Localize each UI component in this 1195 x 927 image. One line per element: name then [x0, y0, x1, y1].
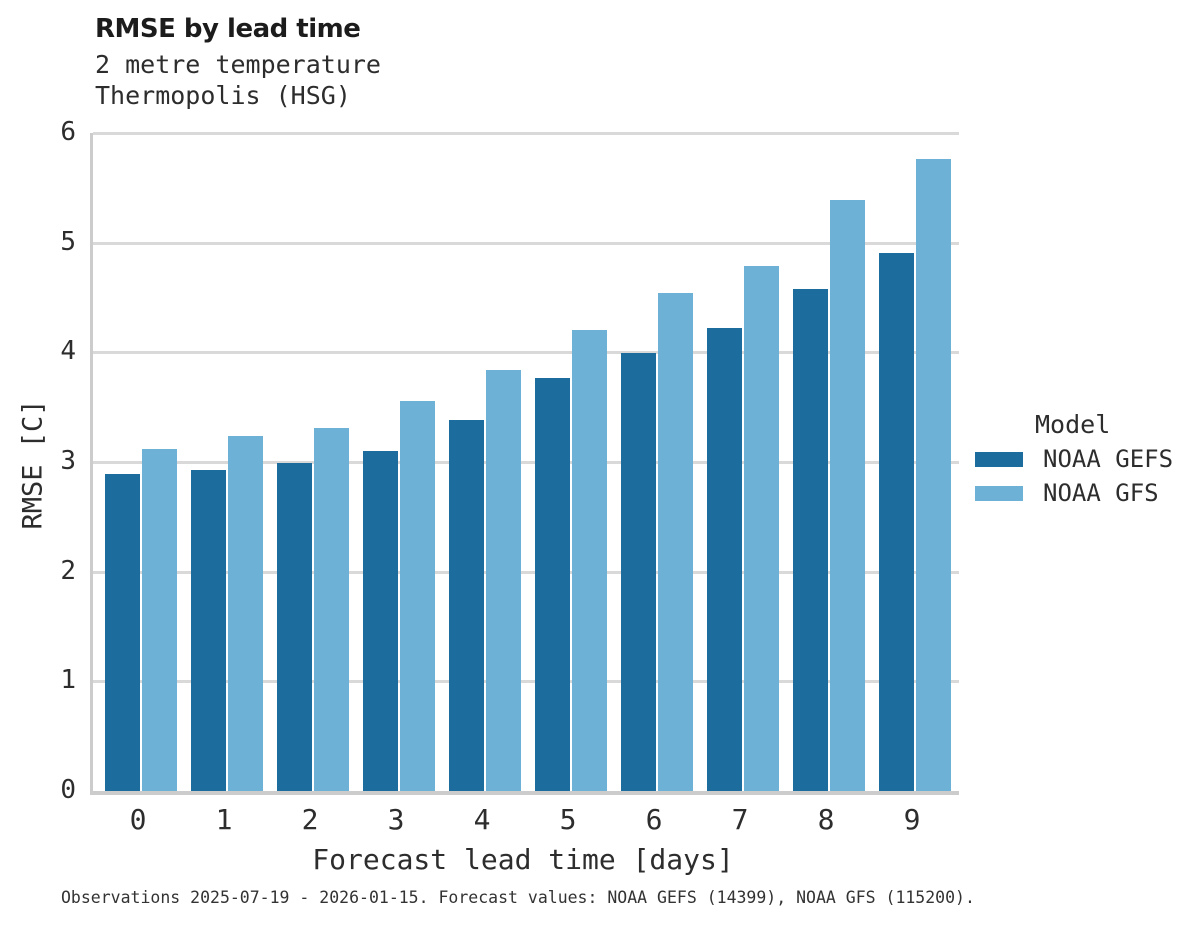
y-tick-label-5: 5	[60, 226, 76, 257]
legend-title: Model	[1035, 410, 1111, 439]
x-tick-label-2: 2	[301, 803, 319, 836]
bar-noaa-gfs-lead-1	[228, 435, 263, 791]
bar-group-lead-6	[620, 133, 694, 791]
bar-group-lead-1	[190, 133, 264, 791]
x-tick-label-6: 6	[645, 803, 663, 836]
bar-noaa-gfs-lead-5	[572, 330, 607, 791]
gridline-y-1	[93, 680, 959, 684]
y-tick-label-6: 6	[60, 117, 76, 147]
y-axis-ticks: 0 1 2 3 4 5 6	[0, 119, 76, 803]
x-tick-label-8: 8	[817, 803, 835, 836]
bar-noaa-gefs-lead-5	[535, 377, 570, 791]
gridline-y-6	[93, 132, 959, 135]
chart-subtitle-variable: 2 metre temperature	[95, 50, 381, 79]
bar-group-lead-9	[878, 133, 952, 791]
gridline-y-5	[93, 241, 959, 245]
chart-title: RMSE by lead time	[95, 14, 361, 44]
bar-noaa-gefs-lead-0	[105, 474, 140, 791]
legend-entry-noaa-gfs: NOAA GFS	[975, 479, 1190, 507]
chart-subtitle-location: Thermopolis (HSG)	[95, 81, 351, 110]
legend-entry-noaa-gefs: NOAA GEFS	[975, 445, 1190, 473]
x-tick-label-4: 4	[473, 803, 491, 836]
bar-group-lead-0	[104, 133, 178, 791]
bar-noaa-gfs-lead-9	[916, 159, 951, 791]
gridline-y-2	[93, 570, 959, 574]
x-tick-label-9: 9	[903, 803, 921, 836]
bar-noaa-gfs-lead-3	[400, 400, 435, 791]
bar-noaa-gefs-lead-7	[707, 328, 742, 791]
plot-area	[90, 132, 959, 795]
bar-group-lead-7	[706, 133, 780, 791]
y-tick-label-1: 1	[60, 665, 76, 696]
x-axis-label: Forecast lead time [days]	[312, 843, 734, 876]
x-tick-label-0: 0	[129, 803, 147, 836]
bar-group-lead-8	[792, 133, 866, 791]
bar-group-lead-2	[276, 133, 350, 791]
legend-label-noaa-gfs: NOAA GFS	[1043, 479, 1159, 507]
bar-noaa-gfs-lead-2	[314, 428, 349, 791]
bar-noaa-gefs-lead-9	[879, 252, 914, 791]
x-tick-label-5: 5	[559, 803, 577, 836]
legend: Model NOAA GEFS NOAA GFS	[975, 410, 1190, 519]
bar-group-lead-4	[448, 133, 522, 791]
bar-noaa-gfs-lead-7	[744, 265, 779, 791]
bar-group-lead-5	[534, 133, 608, 791]
legend-swatch-noaa-gfs	[975, 485, 1023, 501]
x-tick-label-7: 7	[731, 803, 749, 836]
y-tick-label-3: 3	[60, 446, 76, 476]
bar-group-lead-3	[362, 133, 436, 791]
caption: Observations 2025-07-19 - 2026-01-15. Fo…	[61, 888, 975, 907]
y-tick-label-0: 0	[60, 775, 76, 805]
bar-noaa-gfs-lead-0	[142, 448, 177, 791]
bar-noaa-gefs-lead-6	[621, 353, 656, 791]
bar-noaa-gfs-lead-8	[830, 199, 865, 791]
bar-noaa-gefs-lead-3	[363, 451, 398, 791]
y-tick-label-2: 2	[60, 555, 76, 586]
legend-swatch-noaa-gefs	[975, 451, 1023, 467]
y-tick-label-4: 4	[60, 336, 76, 367]
bar-noaa-gfs-lead-6	[658, 293, 693, 791]
gridline-y-4	[93, 351, 959, 355]
gridline-y-3	[93, 461, 959, 464]
x-axis-ticks: 0 1 2 3 4 5 6 7 8 9	[90, 803, 956, 839]
bar-noaa-gefs-lead-4	[449, 420, 484, 791]
legend-label-noaa-gefs: NOAA GEFS	[1043, 445, 1174, 473]
bar-noaa-gefs-lead-2	[277, 463, 312, 791]
bar-noaa-gefs-lead-8	[793, 288, 828, 791]
bar-noaa-gefs-lead-1	[191, 469, 226, 791]
bar-noaa-gfs-lead-4	[486, 369, 521, 791]
x-tick-label-1: 1	[215, 803, 233, 836]
x-tick-label-3: 3	[387, 803, 405, 836]
